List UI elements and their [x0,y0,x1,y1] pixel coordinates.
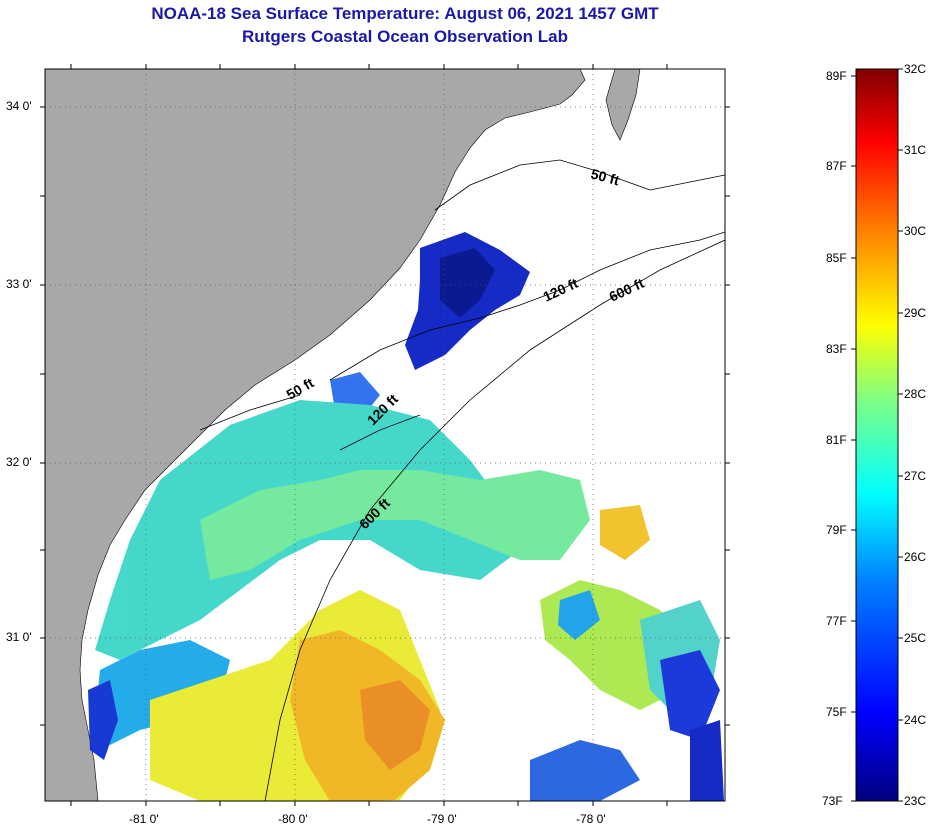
lon-label: -80 0' [278,812,308,826]
colorbar-f-label: 89F [826,69,847,83]
isobath-50ft [434,159,725,211]
isobath-120ft-south [339,414,421,451]
colorbar-c-label: 24C [904,713,927,727]
lat-label: 31 0' [6,630,32,644]
colorbar-f-label: 79F [826,523,847,537]
lon-label: -81 0' [129,812,159,826]
map-subtitle: Rutgers Coastal Ocean Observation Lab [242,27,568,46]
colorbar-f-label: 81F [826,433,847,447]
lat-label: 34 0' [6,99,32,113]
sst-field [88,232,724,801]
map-title: NOAA-18 Sea Surface Temperature: August … [151,4,659,23]
lat-label: 32 0' [6,455,32,469]
colorbar-f-label: 87F [826,159,847,173]
land-nc [605,69,641,141]
colorbar-c-label: 29C [904,306,927,320]
lon-label: -78 0' [576,812,606,826]
colorbar-c-label: 32C [904,62,927,76]
colorbar-c-label: 30C [904,224,927,238]
colorbar [855,68,899,802]
colorbar-c-label: 28C [904,387,927,401]
colorbar-c-label: 27C [904,469,927,483]
colorbar-f-label: 75F [826,705,847,719]
isobath-120ft [329,231,725,381]
map-frame [44,68,726,802]
colorbar-f-label: 85F [826,251,847,265]
colorbar-c-label: 23C [904,794,927,808]
colorbar-c-label: 25C [904,631,927,645]
isobath-600ft [264,239,725,801]
colorbar-c-label: 26C [904,550,927,564]
colorbar-f-label: 77F [826,614,847,628]
lon-label: -79 0' [427,812,457,826]
colorbar-f-label: 73F [822,794,843,808]
colorbar-c-label: 31C [904,143,927,157]
isobath-50ft-south [199,394,301,431]
isobath-label: 50 ft [589,165,621,188]
land-mass [45,69,586,801]
lat-label: 33 0' [6,277,32,291]
colorbar-f-label: 83F [826,342,847,356]
